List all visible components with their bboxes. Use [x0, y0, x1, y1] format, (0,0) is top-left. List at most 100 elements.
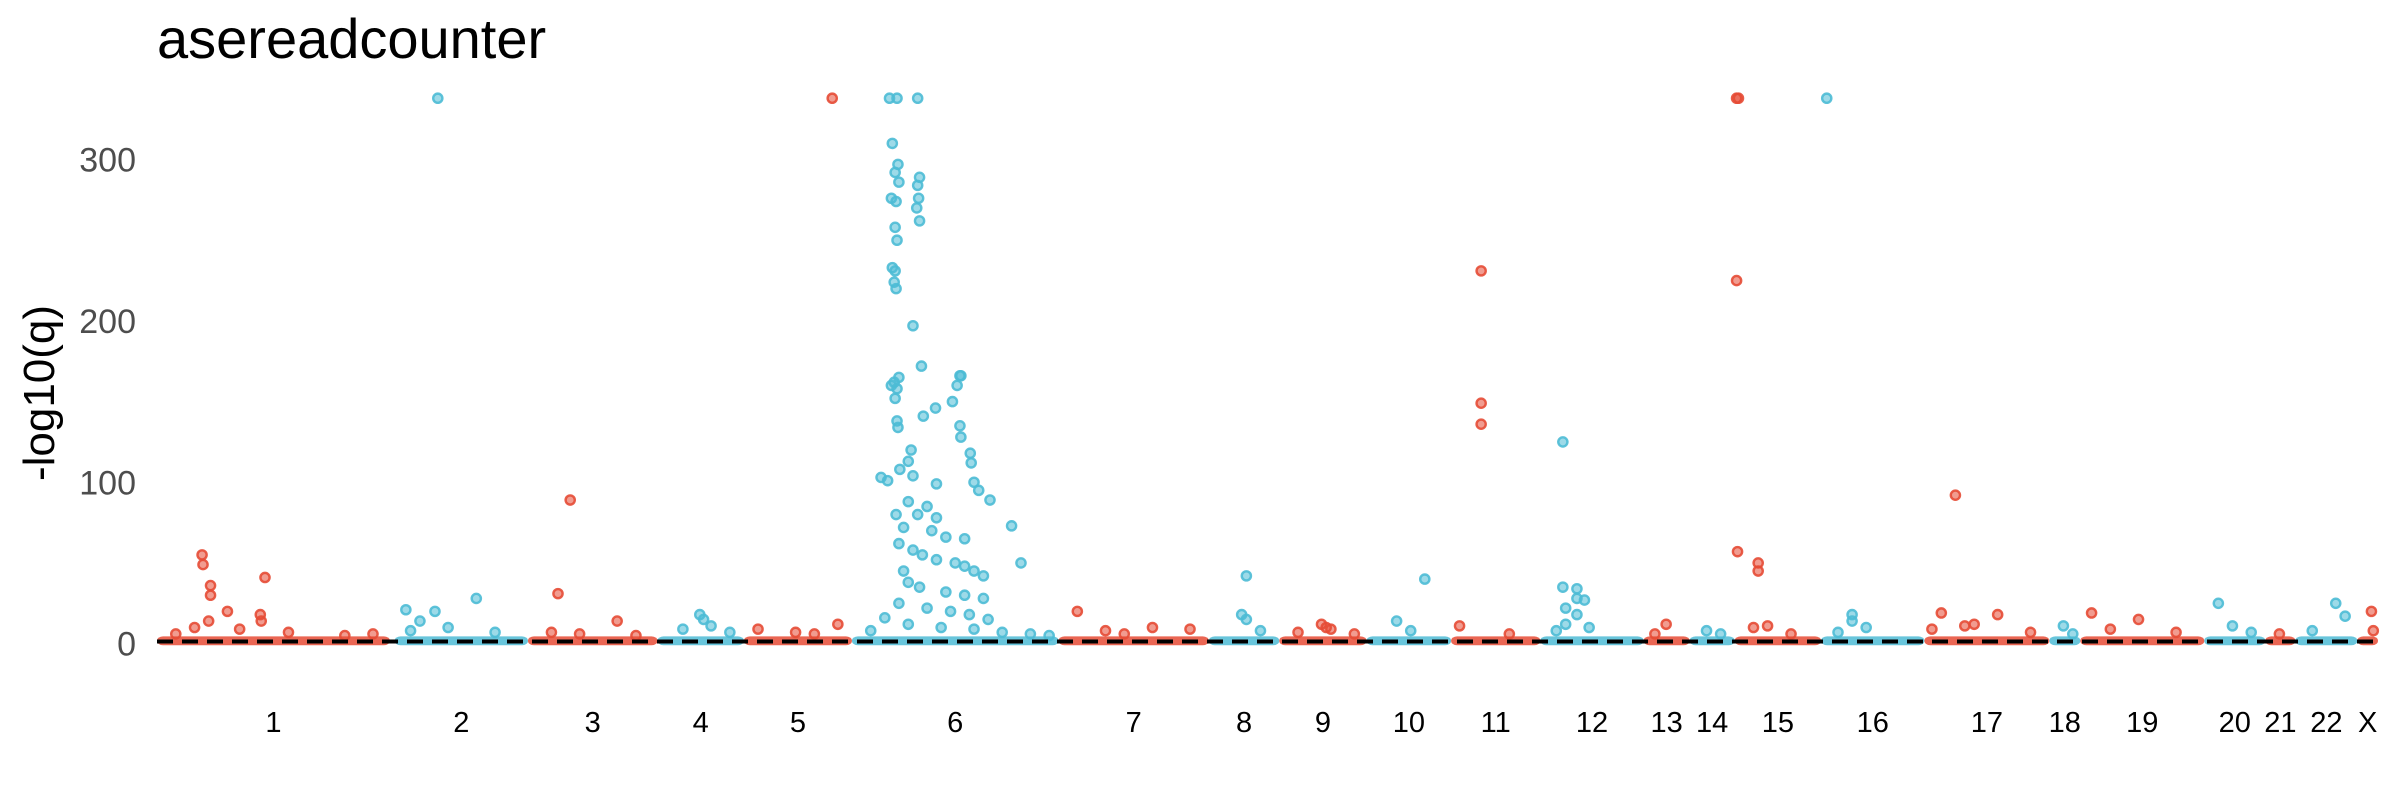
data-point: [204, 589, 217, 602]
data-point: [1550, 624, 1563, 637]
data-point: [921, 500, 933, 513]
data-point: [1348, 628, 1361, 640]
data-point: [940, 586, 952, 598]
y-tick-label: 200: [79, 303, 136, 341]
data-point: [233, 623, 246, 635]
data-point: [977, 570, 990, 582]
x-tick-label: 6: [947, 707, 963, 739]
data-point: [367, 628, 379, 640]
data-point: [1714, 628, 1727, 640]
data-point: [902, 455, 915, 468]
data-point: [954, 419, 966, 432]
y-tick-label: 0: [117, 626, 136, 664]
x-tick-label: 2: [453, 707, 469, 739]
data-point: [697, 613, 710, 626]
x-tick-label: 5: [790, 707, 806, 739]
data-point: [545, 626, 558, 639]
y-axis-ticks: 0 100 200 300: [79, 142, 136, 664]
data-point: [902, 495, 915, 508]
data-point: [886, 137, 899, 150]
x-tick-label: 4: [693, 707, 709, 739]
data-point: [893, 537, 905, 550]
data-point: [188, 621, 201, 634]
data-point: [996, 626, 1009, 639]
data-point: [1583, 621, 1595, 634]
data-point: [1761, 620, 1774, 632]
data-point: [196, 549, 208, 561]
data-point: [1118, 628, 1131, 640]
data-point: [255, 615, 268, 627]
data-point: [890, 195, 902, 208]
data-point: [1731, 545, 1744, 558]
data-point: [1292, 626, 1304, 639]
x-tick-label: 16: [1857, 707, 1889, 739]
data-point: [940, 531, 952, 543]
x-tick-label: 21: [2264, 707, 2296, 739]
data-point: [916, 549, 929, 561]
data-point: [2024, 626, 2037, 639]
chromosome-band-6: [851, 636, 1059, 646]
data-point: [1559, 602, 1572, 614]
data-point: [2245, 626, 2258, 639]
data-point: [1571, 582, 1583, 595]
data-point: [889, 265, 901, 277]
x-tick-label: 3: [585, 707, 601, 739]
data-point: [2329, 597, 2342, 610]
chart-title: asereadcounter: [157, 7, 546, 70]
data-point: [930, 511, 943, 524]
data-point: [1730, 274, 1743, 287]
data-point: [1015, 557, 1027, 569]
data-point: [1571, 608, 1583, 621]
data-point: [1005, 520, 1018, 532]
data-point: [442, 621, 454, 634]
data-point: [400, 603, 412, 616]
data-point: [902, 576, 915, 589]
data-point: [907, 544, 919, 556]
y-axis-label: -log10(q): [15, 305, 64, 481]
x-axis-ticks: 1 2 3 4 5 6 7 8 9 10 11 12 13 14 15 16 17 18 19 20 21 22 X: [265, 707, 2377, 739]
data-point: [893, 176, 905, 188]
data-point: [864, 624, 877, 637]
data-point: [705, 620, 717, 632]
y-tick-label: 300: [79, 142, 136, 180]
data-point: [1752, 565, 1764, 577]
data-point: [1732, 92, 1745, 105]
data-point: [911, 508, 924, 521]
data-point: [1419, 573, 1431, 585]
data-point: [202, 615, 215, 627]
x-tick-label: 22: [2310, 707, 2342, 739]
data-point: [1475, 397, 1487, 410]
data-point: [889, 166, 901, 179]
x-tick-label: 13: [1650, 707, 1682, 739]
data-point: [1024, 628, 1037, 640]
data-point: [905, 444, 917, 456]
data-point: [832, 618, 844, 631]
data-point: [984, 494, 996, 506]
data-point: [2170, 626, 2182, 639]
x-tick-label: 18: [2049, 707, 2081, 739]
data-point: [630, 629, 642, 642]
data-point: [808, 628, 821, 640]
x-tick-label: 20: [2219, 707, 2251, 739]
data-point: [2212, 597, 2225, 610]
data-point: [282, 626, 295, 639]
data-point: [1660, 618, 1672, 631]
data-point: [889, 221, 901, 234]
chromosome-band-15: [1734, 636, 1822, 646]
x-tick-label: 7: [1126, 707, 1142, 739]
data-point: [204, 579, 217, 592]
data-point: [1578, 594, 1591, 606]
data-point: [891, 234, 903, 247]
data-point: [2273, 628, 2286, 640]
data-point: [1043, 629, 1055, 642]
data-point: [2367, 624, 2380, 637]
data-point: [930, 553, 943, 566]
data-point: [1475, 418, 1487, 430]
data-point: [968, 623, 980, 635]
x-tick-label: 8: [1236, 707, 1252, 739]
data-point: [1968, 618, 1980, 631]
data-point: [890, 508, 902, 521]
data-point: [1832, 626, 1844, 639]
data-point: [972, 484, 985, 497]
y-tick-label: 100: [79, 464, 136, 502]
